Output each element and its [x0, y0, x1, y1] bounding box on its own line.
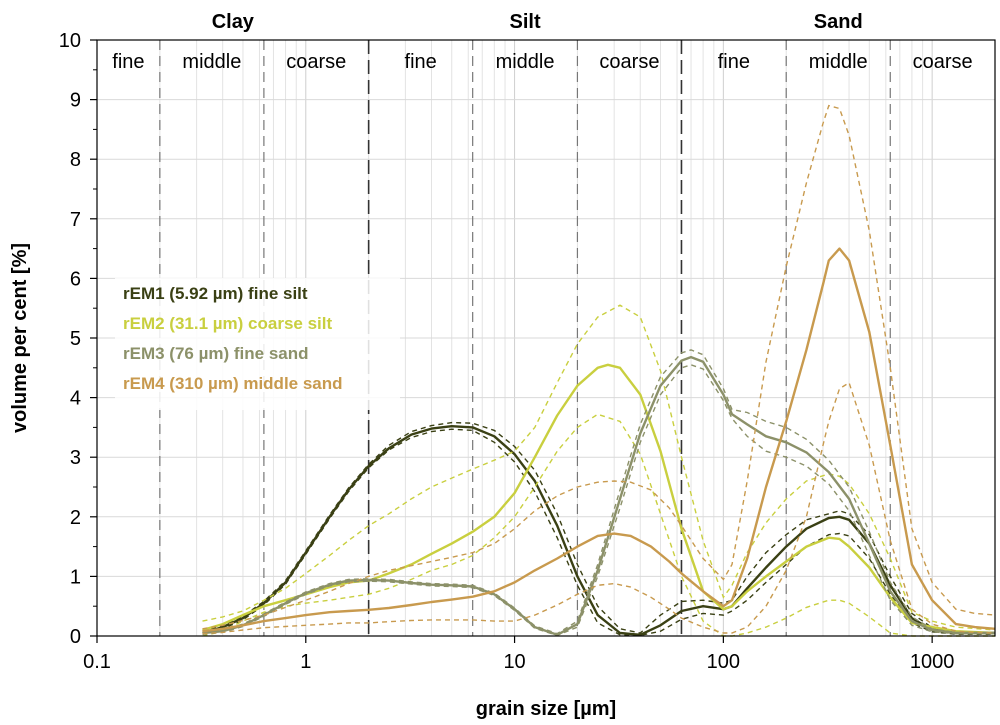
size-subclass-label: coarse: [599, 51, 659, 73]
legend-entry: rEM1 (5.92 µm) fine silt: [123, 284, 308, 303]
series-main-line: [202, 247, 996, 633]
size-subclass-label: coarse: [913, 51, 973, 73]
size-subclass-label: middle: [809, 51, 868, 73]
series-upper-bound-line: [202, 421, 995, 634]
legend-entry: rEM2 (31.1 µm) coarse silt: [123, 314, 333, 333]
legend-entry: rEM3 (76 µm) fine sand: [123, 344, 309, 363]
y-tick-label: 5: [70, 328, 81, 350]
series-main-line: [202, 363, 996, 635]
y-tick-label: 1: [70, 566, 81, 588]
size-class-group-label: Sand: [814, 11, 863, 33]
series-lower-bound-line: [202, 428, 995, 637]
size-subclass-label: coarse: [286, 51, 346, 73]
size-class-labels: Clay fine middle coarse Silt fine middle coarse…: [112, 11, 972, 73]
size-subclass-label: middle: [182, 51, 241, 73]
x-axis-label: grain size [µm]: [476, 698, 616, 720]
y-tick-label: 9: [70, 90, 81, 112]
size-subclass-label: fine: [112, 51, 144, 73]
series-lower-bound-line: [202, 381, 996, 635]
y-tick-label: 2: [70, 507, 81, 529]
x-tick-label: 100: [707, 651, 740, 673]
size-class-group-label: Clay: [212, 11, 255, 33]
y-tick-label: 7: [70, 209, 81, 231]
size-subclass-label: fine: [718, 51, 750, 73]
series-upper-bound-line: [202, 304, 996, 631]
size-subclass-label: middle: [496, 51, 555, 73]
size-subclass-label: fine: [405, 51, 437, 73]
y-tick-label: 4: [70, 388, 81, 410]
y-tick-label: 3: [70, 447, 81, 469]
y-axis-label: volume per cent [%]: [9, 243, 31, 433]
y-tick-label: 8: [70, 149, 81, 171]
x-tick-label: 0.1: [83, 651, 111, 673]
legend-background: [115, 278, 400, 410]
x-tick-label: 10: [503, 651, 525, 673]
axis-ticks: 0 1 2 3 4 5 6 7 8 9 10 0.1 1 10 100 1000: [59, 30, 955, 673]
series-rEM4: [202, 104, 996, 635]
series-main-line: [202, 425, 995, 636]
x-tick-label: 1000: [910, 651, 955, 673]
x-tick-label: 1: [300, 651, 311, 673]
legend: rEM1 (5.92 µm) fine silt rEM2 (31.1 µm) c…: [115, 278, 400, 410]
series-lines: [202, 104, 996, 637]
series-upper-bound-line: [202, 104, 996, 630]
series-rEM1: [202, 421, 995, 637]
grid: [97, 40, 995, 636]
y-tick-label: 6: [70, 268, 81, 290]
y-tick-label: 0: [70, 626, 81, 648]
series-rEM2: [202, 304, 996, 637]
legend-entry: rEM4 (310 µm) middle sand: [123, 374, 343, 393]
y-tick-label: 10: [59, 30, 81, 52]
series-lower-bound-line: [202, 413, 995, 637]
size-class-group-label: Silt: [509, 11, 540, 33]
